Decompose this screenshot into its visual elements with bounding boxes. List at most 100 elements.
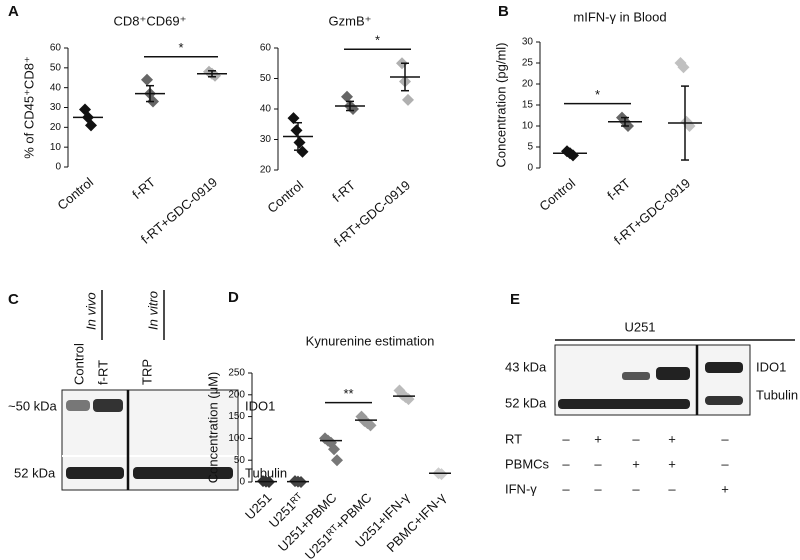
panel-label: D: [228, 289, 239, 306]
band: [66, 400, 90, 411]
data-point: [341, 90, 353, 103]
significance-label: *: [595, 87, 600, 102]
y-tick-label: 5: [527, 142, 533, 153]
condition-cell: –: [562, 481, 570, 496]
panel-label: B: [498, 3, 509, 20]
condition-label: PBMCs: [505, 456, 550, 471]
condition-cell: –: [562, 431, 570, 446]
condition-cell: –: [721, 431, 729, 446]
blot-c: In vivo In vitro Control f-RT TRP ~50 kD…: [8, 290, 287, 491]
y-tick-label: 10: [50, 142, 62, 153]
data-point: [364, 419, 377, 432]
panel-label: A: [8, 3, 19, 20]
x-tick-label: Control: [264, 177, 306, 215]
cell-line: U251: [624, 319, 655, 334]
y-tick-label: 20: [522, 79, 534, 90]
chart-title: mIFN-γ in Blood: [573, 9, 666, 24]
marker-label: 43 kDa: [505, 359, 547, 374]
data-point: [402, 93, 414, 106]
band: [622, 372, 650, 380]
y-tick-label: 30: [522, 37, 534, 48]
protein-label: IDO1: [756, 359, 786, 374]
x-tick-label: f-RT: [129, 174, 158, 202]
data-point: [296, 145, 309, 158]
condition-cell: –: [594, 481, 602, 496]
data-point: [141, 73, 153, 86]
condition-cell: +: [721, 481, 729, 496]
y-tick-label: 40: [50, 82, 62, 93]
data-point: [85, 119, 97, 132]
condition-cell: –: [562, 456, 570, 471]
y-tick-label: 20: [50, 122, 62, 133]
panel-label: C: [8, 291, 19, 308]
y-tick-label: 50: [234, 455, 246, 466]
data-point: [567, 149, 579, 162]
y-tick-label: 50: [260, 73, 272, 84]
lane-label: f-RT: [95, 360, 110, 385]
y-tick-label: 15: [522, 100, 534, 111]
chart-title: Kynurenine estimation: [306, 333, 435, 348]
protein-label: IDO1: [245, 398, 275, 413]
y-tick-label: 50: [50, 62, 62, 73]
y-tick-label: 20: [260, 165, 272, 176]
y-tick-label: 25: [522, 58, 534, 69]
blot-e: U251 43 kDa 52 kDa IDO1 Tubulin: [505, 319, 798, 416]
condition-cell: –: [721, 456, 729, 471]
y-tick-label: 200: [228, 389, 245, 400]
band: [705, 362, 743, 373]
condition-cell: –: [632, 431, 640, 446]
chart-title: GzmB⁺: [329, 13, 372, 28]
y-tick-label: 60: [260, 43, 272, 54]
data-point: [290, 124, 303, 137]
band: [705, 396, 743, 405]
condition-label: RT: [505, 431, 522, 446]
band: [656, 367, 690, 380]
data-point: [293, 136, 306, 149]
significance-label: *: [178, 40, 183, 55]
y-tick-label: 0: [239, 477, 245, 488]
band: [133, 467, 233, 479]
y-tick-label: 150: [228, 411, 245, 422]
data-point: [328, 443, 340, 456]
group-label: In vivo: [83, 292, 98, 330]
y-tick-label: 10: [522, 121, 534, 132]
condition-cell: –: [668, 481, 676, 496]
x-tick-label: f-RT: [604, 175, 633, 203]
panel-label: E: [510, 291, 520, 308]
condition-cell: +: [668, 456, 676, 471]
condition-cell: +: [632, 456, 640, 471]
marker-label: 52 kDa: [14, 465, 56, 480]
y-tick-label: 100: [228, 433, 245, 444]
y-tick-label: 30: [50, 102, 62, 113]
band: [66, 467, 124, 479]
data-point: [677, 61, 690, 74]
y-axis-label: Concentration (μM): [205, 372, 220, 484]
lane-label: TRP: [139, 359, 154, 385]
x-tick-label: f-RT: [329, 177, 358, 205]
x-tick-label: Control: [536, 175, 578, 213]
y-tick-label: 0: [527, 163, 533, 174]
chart-title: CD8⁺CD69⁺: [114, 13, 187, 28]
protein-label: Tubulin: [245, 465, 287, 480]
band: [93, 399, 123, 412]
marker-label: 52 kDa: [505, 395, 547, 410]
y-tick-label: 30: [260, 134, 272, 145]
protein-label: Tubulin: [756, 387, 798, 402]
group-label: In vitro: [145, 291, 160, 330]
data-point: [287, 112, 300, 125]
data-point: [435, 468, 448, 481]
y-tick-label: 60: [50, 43, 62, 54]
condition-cell: –: [632, 481, 640, 496]
y-axis-label: Concentration (pg/ml): [493, 43, 508, 168]
y-axis-label: % of CD45⁺CD8⁺: [21, 56, 36, 159]
lane-label: Control: [71, 343, 86, 385]
condition-cell: +: [668, 431, 676, 446]
significance-label: **: [343, 386, 353, 401]
band: [558, 399, 690, 409]
condition-cell: +: [594, 431, 602, 446]
condition-cell: –: [594, 456, 602, 471]
x-tick-label: Control: [54, 174, 96, 212]
significance-label: *: [375, 33, 380, 48]
condition-label: IFN-γ: [505, 481, 537, 496]
